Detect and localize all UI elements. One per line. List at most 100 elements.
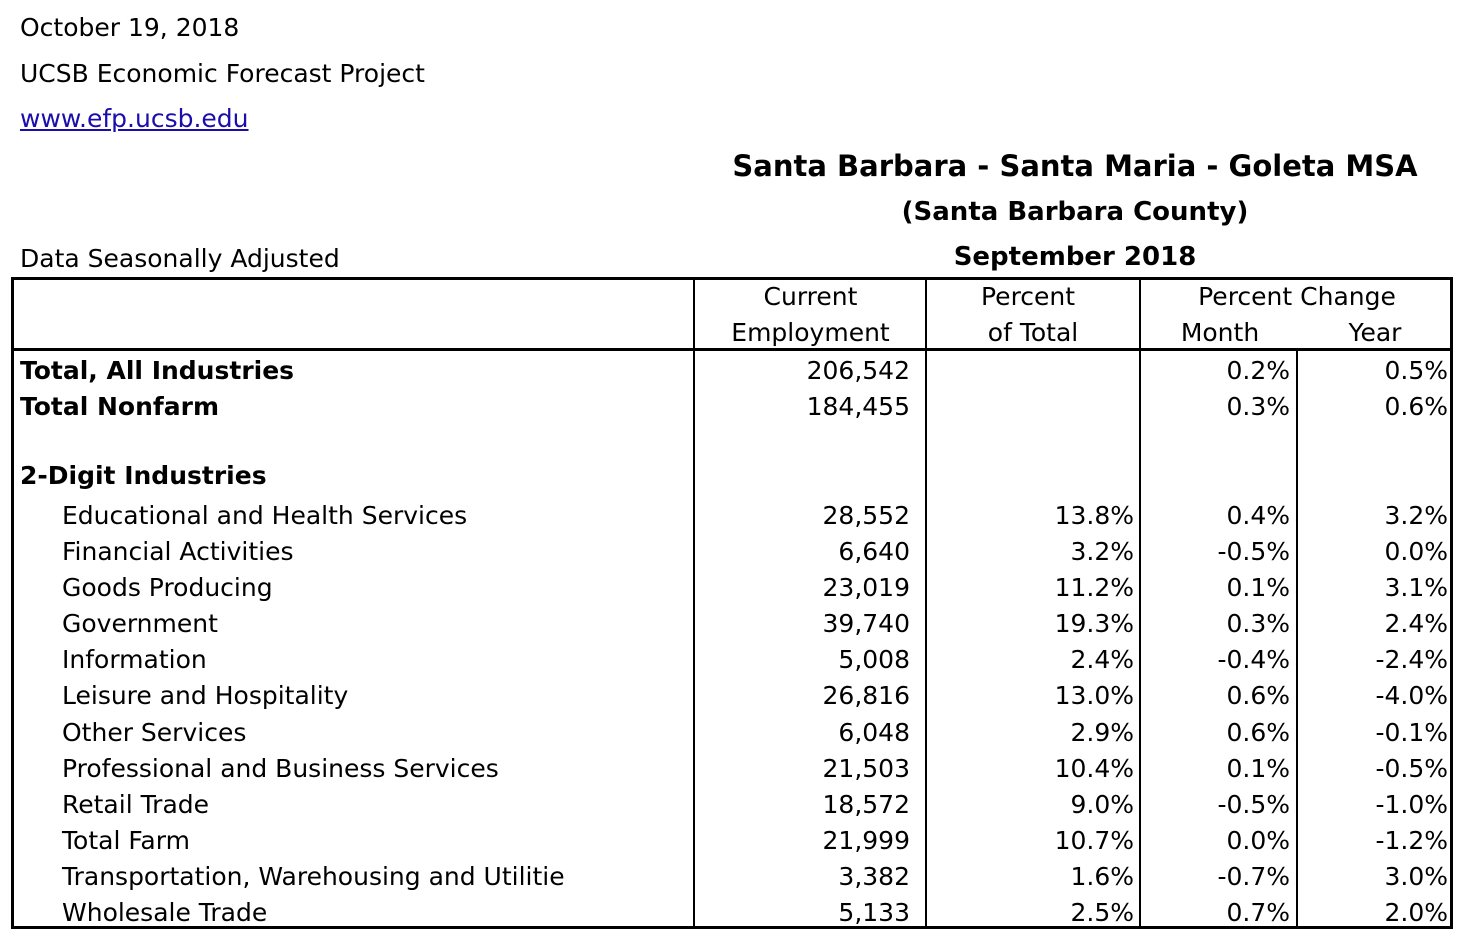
month-change-value: 0.3% [1226, 392, 1290, 421]
year-change-value: 3.2% [1384, 501, 1448, 530]
table-row: Transportation, Warehousing and Utilitie… [14, 859, 1450, 895]
percent-of-total-value: 2.9% [1070, 718, 1134, 747]
month-change-value: -0.5% [1217, 537, 1290, 566]
year-change-value: 3.0% [1384, 862, 1448, 891]
row-label: Other Services [62, 718, 247, 747]
table-row: Other Services 6,048 2.9% 0.6% -0.1% [14, 715, 1450, 751]
employment-value: 18,572 [822, 790, 910, 819]
employment-value: 184,455 [806, 392, 910, 421]
year-change-value: 0.0% [1384, 537, 1448, 566]
col-header-year: Year [1348, 318, 1402, 347]
col-header-percent-change: Percent Change [1198, 282, 1396, 311]
year-change-value: 0.5% [1384, 356, 1448, 385]
row-label: Total Farm [62, 826, 190, 855]
column-divider [925, 279, 927, 927]
row-label: Information [62, 645, 207, 674]
employment-value: 5,008 [838, 645, 910, 674]
table-row: Professional and Business Services 21,50… [14, 751, 1450, 787]
table-row: Leisure and Hospitality 26,816 13.0% 0.6… [14, 678, 1450, 714]
employment-value: 3,382 [838, 862, 910, 891]
employment-value: 6,640 [838, 537, 910, 566]
percent-of-total-value: 10.4% [1054, 754, 1134, 783]
percent-of-total-value: 3.2% [1070, 537, 1134, 566]
employment-value: 206,542 [806, 356, 910, 385]
report-date: October 19, 2018 [20, 13, 240, 42]
table-row: Retail Trade 18,572 9.0% -0.5% -1.0% [14, 787, 1450, 823]
report-subtitle: (Santa Barbara County) [901, 197, 1249, 227]
month-change-value: 0.3% [1226, 609, 1290, 638]
employment-value: 21,503 [822, 754, 910, 783]
month-change-value: 0.6% [1226, 681, 1290, 710]
month-change-value: 0.6% [1226, 718, 1290, 747]
table-row: Wholesale Trade 5,133 2.5% 0.7% 2.0% [14, 895, 1450, 931]
month-change-value: 0.1% [1226, 754, 1290, 783]
section-label: 2-Digit Industries [20, 461, 267, 490]
employment-table [11, 277, 1453, 929]
year-change-value: 2.4% [1384, 609, 1448, 638]
percent-of-total-value: 1.6% [1070, 862, 1134, 891]
col-header-percent: Percent [981, 282, 1076, 311]
employment-value: 23,019 [822, 573, 910, 602]
year-change-value: -1.2% [1375, 826, 1448, 855]
table-row: Total Farm 21,999 10.7% 0.0% -1.2% [14, 823, 1450, 859]
year-change-value: 2.0% [1384, 898, 1448, 927]
table-row: Financial Activities 6,640 3.2% -0.5% 0.… [14, 534, 1450, 570]
row-label: Government [62, 609, 218, 638]
month-change-value: -0.5% [1217, 790, 1290, 819]
table-row: Information 5,008 2.4% -0.4% -2.4% [14, 642, 1450, 678]
month-change-value: 0.1% [1226, 573, 1290, 602]
row-label: Financial Activities [62, 537, 294, 566]
table-row: Total Nonfarm 184,455 0.3% 0.6% [14, 389, 1450, 425]
seasonal-adjustment-note: Data Seasonally Adjusted [20, 244, 340, 273]
website-link[interactable]: www.efp.ucsb.edu [20, 104, 249, 133]
organization-name: UCSB Economic Forecast Project [20, 59, 425, 88]
column-divider [1296, 350, 1298, 927]
header-divider [11, 348, 1453, 351]
month-change-value: 0.0% [1226, 826, 1290, 855]
year-change-value: -0.1% [1375, 718, 1448, 747]
year-change-value: 3.1% [1384, 573, 1448, 602]
percent-of-total-value: 2.4% [1070, 645, 1134, 674]
row-label: Professional and Business Services [62, 754, 499, 783]
employment-value: 21,999 [822, 826, 910, 855]
percent-of-total-value: 10.7% [1054, 826, 1134, 855]
col-header-month: Month [1180, 318, 1260, 347]
table-row: Total, All Industries 206,542 0.2% 0.5% [14, 353, 1450, 389]
table-row: Educational and Health Services 28,552 1… [14, 498, 1450, 534]
row-label: Educational and Health Services [62, 501, 468, 530]
percent-of-total-value: 9.0% [1070, 790, 1134, 819]
report-title: Santa Barbara - Santa Maria - Goleta MSA [732, 149, 1418, 183]
month-change-value: -0.7% [1217, 862, 1290, 891]
row-label: Leisure and Hospitality [62, 681, 349, 710]
column-divider [1139, 279, 1141, 927]
employment-value: 6,048 [838, 718, 910, 747]
month-change-value: -0.4% [1217, 645, 1290, 674]
col-header-employment: Employment [731, 318, 890, 347]
row-label: Retail Trade [62, 790, 210, 819]
percent-of-total-value: 11.2% [1054, 573, 1134, 602]
col-header-current: Current [763, 282, 858, 311]
col-header-of-total: of Total [987, 318, 1079, 347]
percent-of-total-value: 13.0% [1054, 681, 1134, 710]
employment-value: 39,740 [822, 609, 910, 638]
year-change-value: -2.4% [1375, 645, 1448, 674]
row-label: Total Nonfarm [20, 392, 220, 421]
section-header-row: 2-Digit Industries [14, 458, 1450, 494]
row-label: Wholesale Trade [62, 898, 268, 927]
month-change-value: 0.7% [1226, 898, 1290, 927]
table-row: Goods Producing 23,019 11.2% 0.1% 3.1% [14, 570, 1450, 606]
year-change-value: 0.6% [1384, 392, 1448, 421]
row-label: Total, All Industries [20, 356, 295, 385]
column-divider [693, 279, 695, 927]
year-change-value: -1.0% [1375, 790, 1448, 819]
percent-of-total-value: 19.3% [1054, 609, 1134, 638]
row-label: Transportation, Warehousing and Utilitie [62, 862, 565, 891]
month-change-value: 0.4% [1226, 501, 1290, 530]
row-label: Goods Producing [62, 573, 273, 602]
employment-value: 26,816 [822, 681, 910, 710]
table-row: Government 39,740 19.3% 0.3% 2.4% [14, 606, 1450, 642]
employment-value: 5,133 [838, 898, 910, 927]
year-change-value: -0.5% [1375, 754, 1448, 783]
report-period: September 2018 [953, 242, 1197, 272]
year-change-value: -4.0% [1375, 681, 1448, 710]
